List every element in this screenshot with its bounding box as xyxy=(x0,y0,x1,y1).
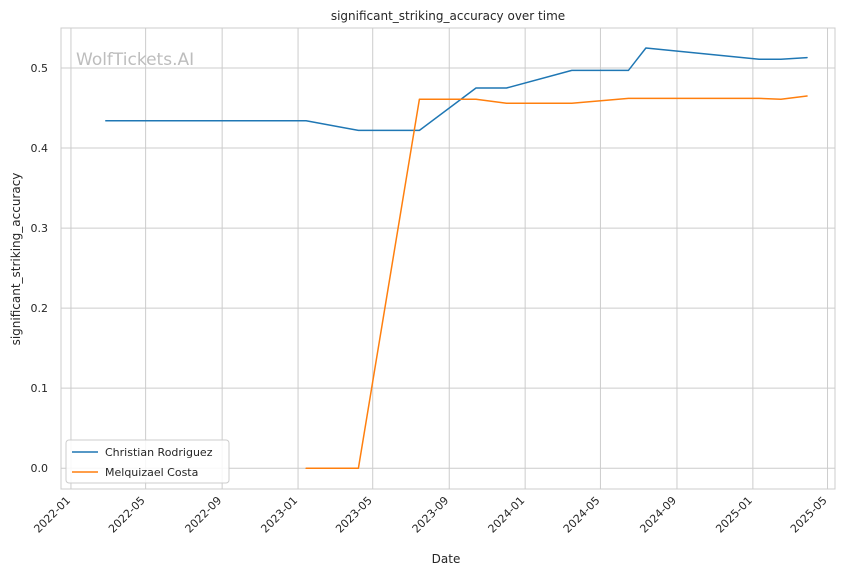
x-tick-label: 2024-05 xyxy=(561,494,603,536)
x-tick-label: 2022-01 xyxy=(31,494,73,536)
y-tick-label: 0.0 xyxy=(31,462,49,475)
x-axis-label: Date xyxy=(432,552,461,566)
y-tick-label: 0.5 xyxy=(31,62,49,75)
x-tick-label: 2023-09 xyxy=(410,494,452,536)
x-tick-label: 2025-01 xyxy=(713,494,755,536)
y-tick-label: 0.4 xyxy=(31,142,49,155)
x-tick-label: 2022-09 xyxy=(183,494,225,536)
x-tick-label: 2024-09 xyxy=(637,494,679,536)
y-axis-ticks: 0.0 0.1 0.2 0.3 0.4 0.5 xyxy=(31,62,49,475)
series-line-0 xyxy=(105,47,808,132)
legend-label: Christian Rodriguez xyxy=(105,446,213,459)
legend-label: Melquizael Costa xyxy=(105,466,198,479)
x-tick-label: 2025-05 xyxy=(788,494,830,536)
x-tick-label: 2022-05 xyxy=(106,494,148,536)
x-tick-label: 2023-05 xyxy=(333,494,375,536)
chart-title: significant_striking_accuracy over time xyxy=(331,9,565,23)
y-tick-label: 0.2 xyxy=(31,302,49,315)
watermark: WolfTickets.AI xyxy=(76,50,194,70)
y-axis-label: significant_striking_accuracy xyxy=(9,173,23,346)
x-axis-ticks: 2022-01 2022-05 2022-09 2023-01 2023-05 2023-… xyxy=(31,494,829,536)
series-line-1 xyxy=(305,95,808,469)
legend-items: Christian Rodriguez Melquizael Costa xyxy=(72,446,213,479)
y-tick-label: 0.1 xyxy=(31,382,49,395)
y-tick-label: 0.3 xyxy=(31,222,49,235)
x-tick-label: 2024-01 xyxy=(486,494,528,536)
legend-box xyxy=(65,439,230,484)
series-lines xyxy=(105,47,808,469)
grid xyxy=(61,28,835,489)
x-tick-label: 2023-01 xyxy=(258,494,300,536)
legend: Christian Rodriguez Melquizael Costa xyxy=(65,439,230,484)
plot-frame xyxy=(60,27,836,490)
